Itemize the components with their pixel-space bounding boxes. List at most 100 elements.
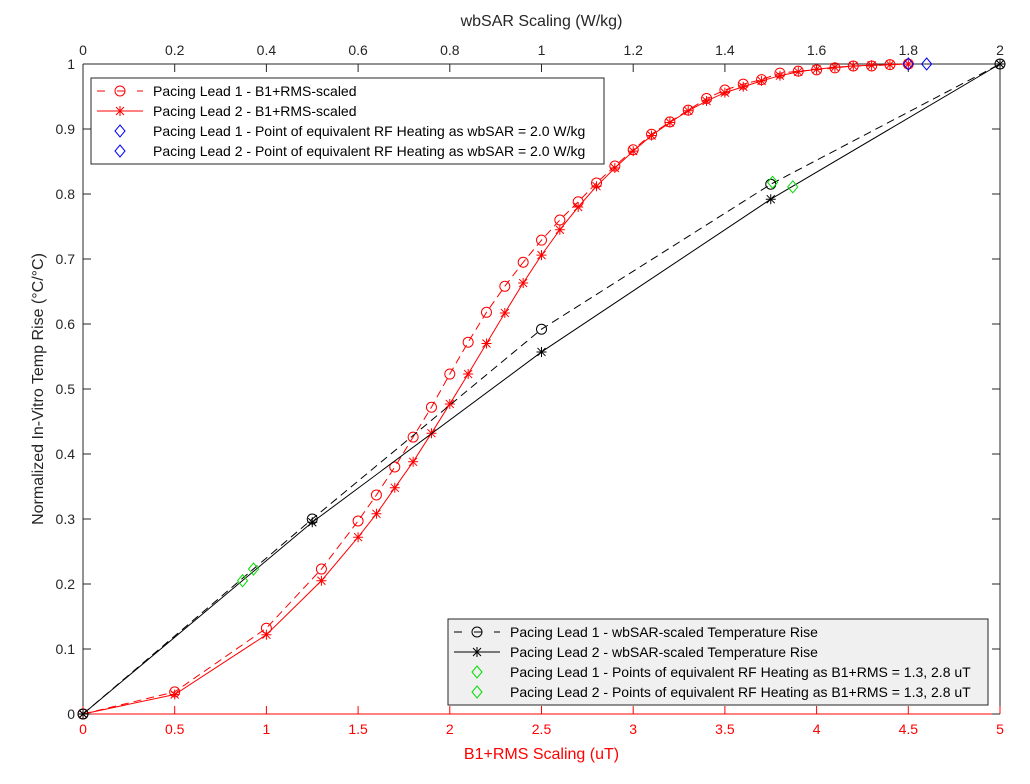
data-point-star — [903, 59, 914, 69]
data-point-diamond — [902, 57, 914, 71]
data-point-star — [719, 87, 730, 98]
data-point-diamond — [920, 57, 933, 71]
data-point-star — [499, 307, 510, 318]
data-point-star — [628, 146, 639, 157]
y-axis-label: Normalized In-Vitro Temp Rise (°C/°C) — [30, 253, 47, 525]
x-bottom-tick-label: 3.5 — [715, 721, 735, 737]
data-point-star — [353, 532, 364, 543]
y-tick-label: 1 — [67, 56, 75, 72]
legend-box — [447, 618, 989, 706]
x-top-tick-label: 1.8 — [899, 42, 919, 58]
x-top-tick-label: 1 — [538, 42, 546, 58]
data-point-star — [408, 456, 419, 467]
x-axis-label-bottom: B1+RMS Scaling (uT) — [464, 746, 619, 763]
series-6 — [78, 59, 1005, 719]
y-tick-label: 0.4 — [56, 446, 76, 462]
data-point-circle — [315, 563, 327, 575]
data-point-circle — [389, 461, 401, 473]
data-point-star — [591, 181, 602, 192]
data-point-star — [884, 59, 895, 70]
legend-top-left: Pacing Lead 1 - B1+RMS-scaled Pacing Lead… — [90, 77, 605, 165]
series-2 — [78, 59, 914, 719]
legend-label: Pacing Lead 1 - B1+RMS-scaled — [153, 83, 357, 99]
series-7 — [247, 175, 779, 576]
x-top-tick-label: 1.4 — [715, 42, 735, 58]
data-point-star — [307, 517, 318, 528]
y-tick-label: 0.3 — [56, 511, 76, 527]
data-point-star — [995, 59, 1005, 69]
data-point-star — [811, 64, 822, 75]
x-top-tick-label: 0 — [79, 42, 87, 58]
data-point-diamond — [247, 562, 260, 576]
x-bottom-tick-label: 1.5 — [348, 721, 368, 737]
x-top-tick-label: 0.2 — [165, 42, 185, 58]
legend-marker-diamond — [471, 685, 483, 699]
x-top-tick-label: 0.8 — [440, 42, 460, 58]
data-point-star — [463, 369, 474, 380]
x-bottom-tick-label: 0 — [79, 721, 87, 737]
x-bottom-tick-label: 1 — [263, 721, 271, 737]
data-point-star — [774, 70, 785, 81]
legend-marker-diamond — [114, 124, 126, 138]
data-point-star — [261, 629, 272, 640]
x-bottom-tick-label: 2 — [446, 721, 454, 737]
data-point-circle — [536, 234, 547, 246]
data-point-circle — [444, 368, 456, 380]
series-line — [82, 63, 1001, 715]
series-3 — [902, 57, 914, 71]
data-point-circle — [370, 489, 382, 501]
legend-label: Pacing Lead 2 - B1+RMS-scaled — [153, 103, 357, 119]
data-point-star — [444, 398, 455, 409]
data-point-star — [573, 202, 584, 212]
data-point-circle — [499, 280, 511, 292]
data-point-star — [536, 250, 547, 261]
data-point-circle — [407, 431, 419, 443]
x-bottom-tick-label: 0.5 — [165, 721, 185, 737]
y-tick-label: 0.2 — [56, 576, 76, 592]
legend-label: Pacing Lead 1 - wbSAR-scaled Temperature… — [510, 624, 818, 640]
x-bottom-tick-label: 4.5 — [899, 721, 919, 737]
data-point-circle — [425, 401, 437, 413]
data-point-star — [646, 130, 657, 141]
data-point-star — [738, 81, 749, 92]
data-point-star — [848, 60, 859, 71]
x-bottom-tick-label: 2.5 — [532, 721, 552, 737]
x-axis-label-top: wbSAR Scaling (W/kg) — [460, 13, 623, 30]
data-point-circle — [536, 323, 547, 335]
data-point-star — [793, 66, 804, 77]
legend-marker-star — [115, 106, 125, 116]
data-point-circle — [517, 256, 529, 268]
y-tick-label: 0.1 — [56, 641, 76, 657]
data-point-star — [701, 96, 712, 107]
data-point-star — [316, 575, 327, 586]
legend-label: Pacing Lead 2 - Point of equivalent RF H… — [153, 143, 585, 159]
data-point-star — [683, 105, 694, 116]
data-point-circle — [462, 336, 474, 348]
legend-label: Pacing Lead 2 - wbSAR-scaled Temperature… — [510, 644, 818, 660]
x-bottom-tick-label: 3 — [629, 721, 637, 737]
x-top-tick-label: 0.6 — [348, 42, 368, 58]
data-point-star — [765, 194, 776, 205]
series-8 — [236, 180, 799, 588]
y-tick-label: 0.6 — [56, 316, 76, 332]
x-top-tick-label: 1.6 — [807, 42, 827, 58]
y-tick-label: 0.7 — [56, 251, 76, 267]
data-point-circle — [480, 306, 492, 318]
data-point-star — [609, 163, 620, 173]
x-bottom-tick-label: 5 — [996, 721, 1004, 737]
y-tick-label: 0.8 — [56, 186, 76, 202]
data-point-star — [481, 338, 492, 349]
x-top-tick-label: 2 — [996, 42, 1004, 58]
data-point-circle — [352, 515, 364, 527]
legend-label: Pacing Lead 1 - Points of equivalent RF … — [510, 664, 971, 680]
data-point-star — [664, 117, 675, 128]
legend-marker-star — [472, 647, 482, 657]
legend-marker-diamond — [114, 144, 126, 158]
legend-bottom-right: Pacing Lead 1 - wbSAR-scaled Temperature… — [447, 618, 989, 706]
data-point-star — [518, 278, 529, 289]
data-point-diamond — [787, 180, 799, 194]
y-tick-label: 0.9 — [56, 121, 76, 137]
legend-box — [90, 77, 605, 165]
legend-label: Pacing Lead 2 - Points of equivalent RF … — [510, 684, 971, 700]
